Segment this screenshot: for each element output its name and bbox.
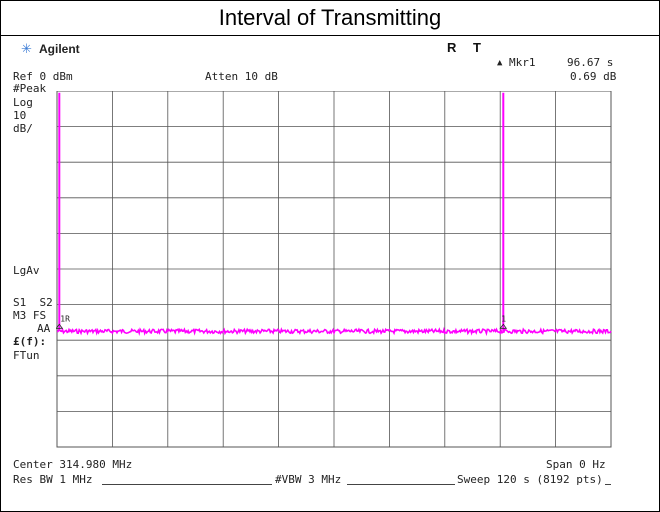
status-t: T <box>473 40 481 55</box>
spectrum-plot: 1R 1 <box>56 91 612 448</box>
marker-time: 96.67 s <box>567 56 614 69</box>
status-r: R <box>447 40 457 55</box>
center-freq: Center 314.980 MHz <box>13 458 133 471</box>
span: Span 0 Hz <box>546 458 606 471</box>
marker-1r-label: 1R <box>60 314 70 323</box>
trace <box>56 92 612 337</box>
marker-diamond-icon <box>499 323 508 329</box>
res-bw: Res BW 1 MHz <box>13 473 93 486</box>
brand-name: Agilent <box>39 42 80 56</box>
marker-label: Mkr1 <box>509 56 536 69</box>
spectrum-analyzer-screen: ✳ Agilent R T ▲ Mkr1 96.67 s 0.69 dB Ref… <box>1 36 659 511</box>
scale-type: Log <box>13 96 33 109</box>
aa-label: AA <box>37 322 51 335</box>
scale-value: 10 <box>13 109 27 122</box>
avg-label: LgAv <box>13 264 40 277</box>
ref-level: Ref 0 dBm <box>13 70 73 83</box>
ftun-label: FTun <box>13 349 40 362</box>
scale-unit: dB/ <box>13 122 33 135</box>
graticule <box>56 91 612 448</box>
marker-diamond-icon <box>56 323 64 329</box>
marker-1-label: 1 <box>501 314 506 323</box>
s1s2-label: S1 S2 <box>13 296 53 309</box>
vbw-underline <box>347 484 455 485</box>
trace-noise-floor <box>56 326 612 337</box>
attenuation: Atten 10 dB <box>205 70 278 83</box>
ef-label: £(f): <box>13 335 47 348</box>
figure-title: Interval of Transmitting <box>1 1 659 36</box>
marker-delta: 0.69 dB <box>570 70 617 83</box>
sweep: Sweep 120 s (8192 pts) <box>457 473 603 486</box>
res-bw-underline <box>102 484 272 485</box>
agilent-spark-icon: ✳ <box>21 41 32 56</box>
sweep-underline <box>605 484 611 485</box>
detector-peak: #Peak <box>13 82 47 95</box>
m3fs-label: M3 FS <box>13 309 47 322</box>
vbw: #VBW 3 MHz <box>275 473 342 486</box>
marker-delta-icon: ▲ <box>497 58 503 68</box>
